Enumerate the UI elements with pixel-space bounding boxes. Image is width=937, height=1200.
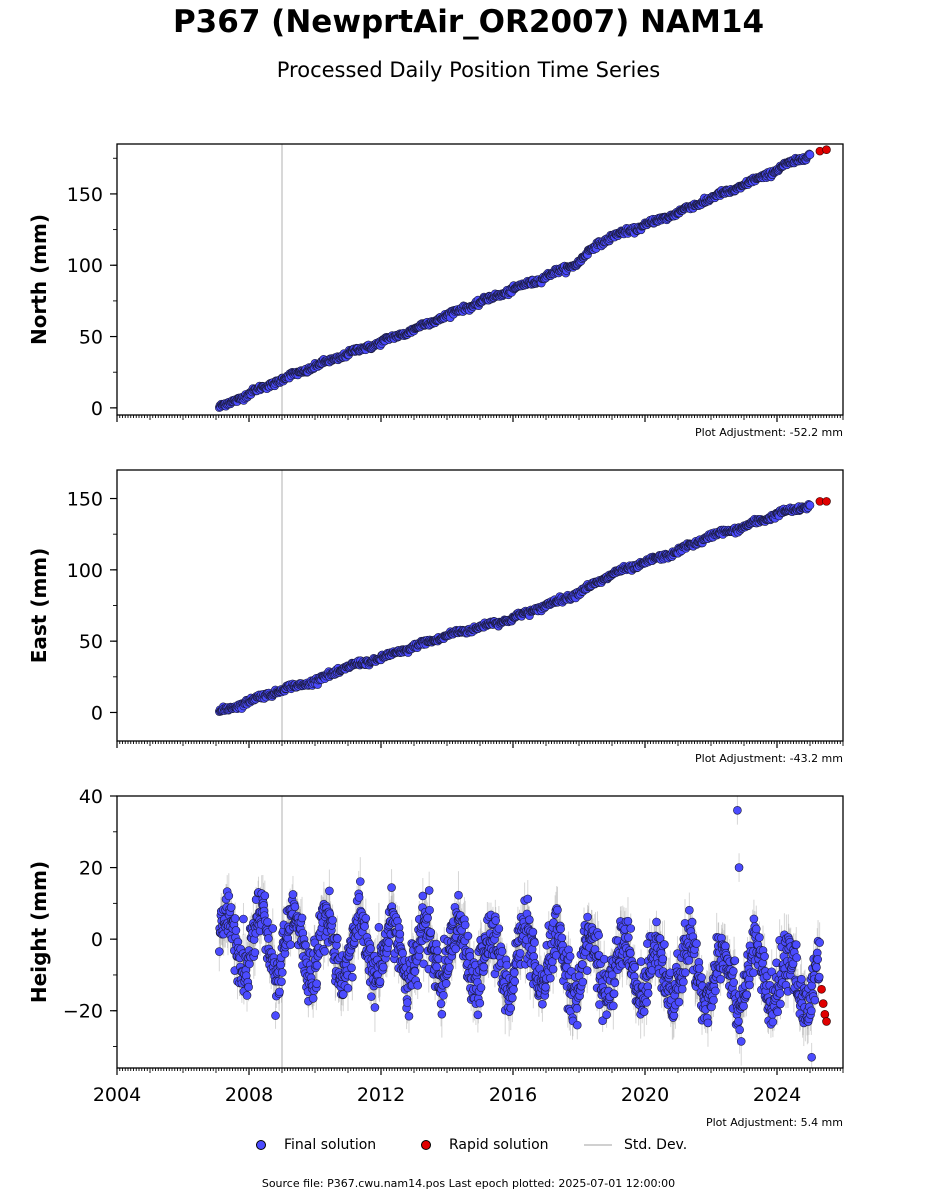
y-axis-label: North (mm) xyxy=(27,214,51,345)
chart-title: P367 (NewprtAir_OR2007) NAM14 xyxy=(172,4,765,40)
plot-area xyxy=(215,470,831,741)
panel-2: 0 50 100 150 East (mm) Plot Adjustment: -43.2… xyxy=(27,469,844,765)
plot-area xyxy=(215,144,831,415)
panel-1: 0 50 100 150 North (mm) Plot Adjustment: -52.… xyxy=(27,143,844,439)
chart-subtitle: Processed Daily Position Time Series xyxy=(276,58,661,82)
final-point xyxy=(805,500,815,510)
final-point xyxy=(805,150,815,160)
y-tick-label: 0 xyxy=(91,702,103,724)
y-tick-label: 100 xyxy=(67,255,103,277)
y-tick-label: 150 xyxy=(67,184,103,206)
rapid-point xyxy=(822,145,831,155)
axes-frame xyxy=(116,469,844,742)
plot-adjustment-note: Plot Adjustment: -52.2 mm xyxy=(695,426,843,439)
plot-area xyxy=(215,796,831,1068)
plot-adjustment-note: Plot Adjustment: -43.2 mm xyxy=(695,752,843,765)
y-tick-label: 50 xyxy=(79,631,103,653)
y-tick-label: 150 xyxy=(67,489,103,511)
y-axis-label: East (mm) xyxy=(27,548,51,664)
y-tick-label: 0 xyxy=(91,398,103,420)
rapid-point xyxy=(822,497,831,506)
y-tick-label: 50 xyxy=(79,327,103,349)
y-tick-label: 100 xyxy=(67,560,103,582)
